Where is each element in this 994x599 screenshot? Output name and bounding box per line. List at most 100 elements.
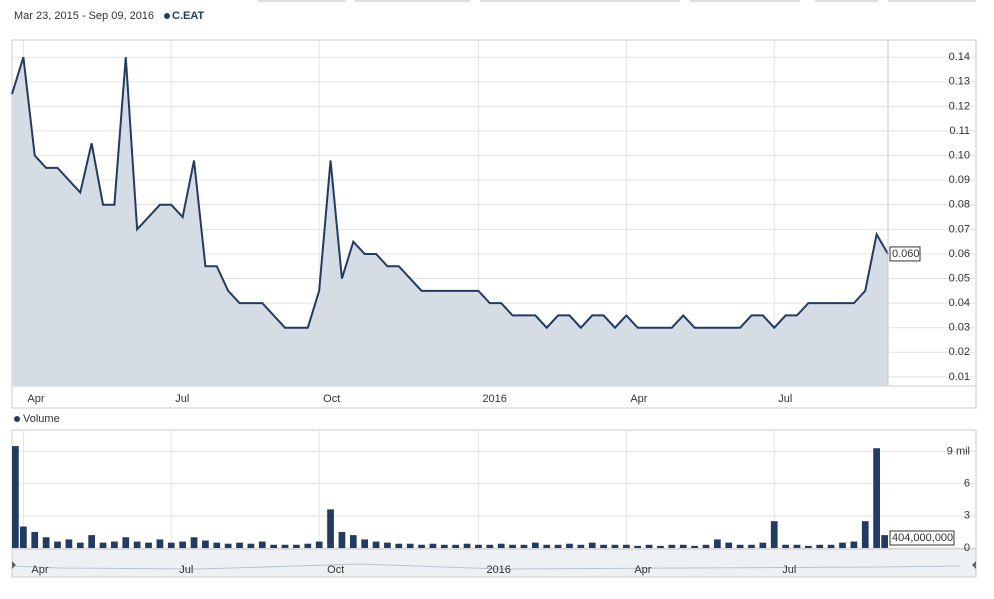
- y-tick-label: 0.11: [949, 125, 970, 137]
- volume-bar: [304, 543, 312, 548]
- volume-bar: [804, 545, 812, 548]
- volume-bar: [600, 544, 607, 548]
- volume-bar: [827, 544, 835, 548]
- volume-bar: [270, 544, 278, 548]
- volume-bar: [236, 542, 243, 548]
- volume-bar: [361, 539, 369, 548]
- volume-bar: [281, 544, 289, 548]
- date-range: Mar 23, 2015 - Sep 09, 2016: [14, 10, 154, 22]
- volume-bar: [736, 544, 744, 548]
- volume-bar: [770, 521, 778, 548]
- y-tick-label: 0.09: [949, 174, 970, 186]
- volume-bar: [691, 545, 698, 548]
- volume-bar: [179, 541, 187, 548]
- navigator-label: Jul: [782, 564, 796, 576]
- volume-bar: [76, 542, 84, 548]
- volume-bar: [577, 544, 585, 548]
- volume-bar: [452, 544, 460, 548]
- volume-bar: [440, 544, 448, 548]
- x-tick-label: 2016: [482, 393, 506, 405]
- volume-bar: [122, 537, 130, 548]
- volume-bar: [486, 544, 494, 548]
- volume-title: Volume: [23, 413, 60, 425]
- volume-bar: [190, 537, 198, 548]
- volume-bar: [622, 544, 630, 548]
- last-label-box: [889, 246, 921, 262]
- volume-bar: [12, 446, 19, 548]
- volume-bar: [327, 509, 334, 548]
- y-tick-label: 0.02: [949, 346, 970, 358]
- volume-bar: [554, 544, 562, 548]
- y-tick-label: 3: [964, 510, 970, 522]
- volume-bar: [748, 544, 755, 548]
- navigator-label: Jul: [179, 564, 193, 576]
- volume-bar: [349, 535, 357, 548]
- volume-bar: [418, 544, 425, 548]
- volume-bar: [679, 544, 687, 548]
- last-label: 0.060: [892, 248, 920, 260]
- volume-bar: [509, 544, 516, 548]
- volume-bar: [42, 537, 50, 548]
- legend-dot: [14, 416, 20, 422]
- navigator-label: Oct: [327, 564, 344, 576]
- volume-bar: [31, 531, 39, 548]
- y-tick-label: 0.05: [949, 272, 970, 284]
- area: [12, 57, 888, 387]
- volume-bar: [657, 545, 664, 548]
- volume-bar: [839, 542, 846, 548]
- volume-bar: [156, 539, 164, 548]
- volume-bar: [258, 541, 266, 548]
- volume-bar: [133, 541, 141, 548]
- volume-bar: [406, 543, 414, 548]
- volume-bar: [816, 544, 824, 548]
- volume-bar: [497, 543, 505, 548]
- volume-bar: [475, 544, 482, 548]
- volume-bar: [782, 544, 789, 548]
- navigator-label: 2016: [486, 564, 510, 576]
- y-tick-label: 0.03: [949, 322, 970, 334]
- volume-bar: [372, 541, 380, 548]
- volume-bar: [384, 542, 391, 548]
- volume-bar: [202, 540, 209, 548]
- volume-bar: [463, 543, 471, 548]
- x-tick-label: Apr: [27, 393, 44, 405]
- volume-frame: [11, 429, 977, 549]
- volume-bar: [645, 544, 653, 548]
- volume-bar: [713, 539, 721, 548]
- y-tick-label: 0.10: [949, 149, 970, 161]
- volume-bar: [725, 542, 733, 548]
- y-tick-label: 0.04: [949, 297, 970, 309]
- x-tick-label: Apr: [630, 393, 647, 405]
- y-tick-label: 0.06: [949, 248, 970, 260]
- navigator-label: Apr: [31, 564, 48, 576]
- y-tick-label: 0.08: [949, 199, 970, 211]
- x-tick-label: Jul: [175, 393, 189, 405]
- y-tick-label: 0.12: [949, 100, 970, 112]
- nav-arrow[interactable]: [12, 561, 16, 569]
- volume-bar: [759, 542, 767, 548]
- legend-dot: [164, 13, 170, 19]
- volume-bar: [20, 526, 27, 548]
- nav-arrow[interactable]: [972, 561, 976, 569]
- volume-bar: [793, 544, 801, 548]
- volume-bar: [224, 543, 232, 548]
- volume-bar: [54, 541, 61, 548]
- volume-bar: [531, 542, 539, 548]
- volume-bar: [668, 544, 676, 548]
- volume-bar: [873, 448, 880, 548]
- volume-bar: [850, 541, 858, 548]
- volume-bar: [145, 542, 152, 548]
- volume-bar: [315, 541, 323, 548]
- y-tick-label: 6: [964, 478, 970, 490]
- volume-bar: [543, 544, 551, 548]
- volume-bar: [861, 521, 869, 548]
- volume-bar: [65, 539, 73, 548]
- volume-bar: [167, 542, 175, 548]
- navigator-line: [11, 563, 961, 570]
- volume-bar: [395, 543, 403, 548]
- volume-bar: [99, 542, 107, 548]
- y-tick-label: 0.01: [949, 371, 970, 383]
- volume-bar: [213, 542, 221, 548]
- volume-bar: [702, 544, 710, 548]
